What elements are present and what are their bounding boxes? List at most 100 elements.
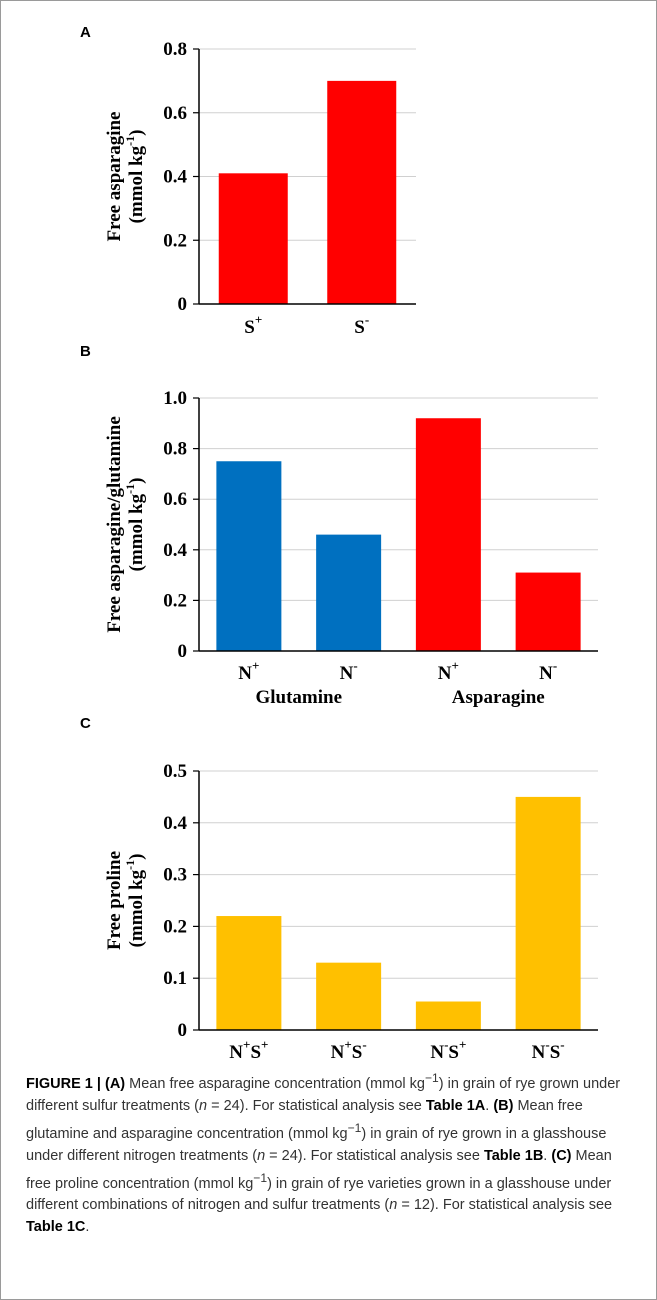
bar xyxy=(316,534,382,651)
x-category-label: S+ xyxy=(244,312,262,338)
category-text: N xyxy=(331,1042,345,1063)
y-axis-label-line1: Free proline xyxy=(104,851,125,950)
y-axis-unit: (mmol kg xyxy=(126,145,147,223)
caption-end: . xyxy=(85,1219,90,1236)
chart-c: 00.10.20.30.40.5N+S+ N+S- N-S+ N-S-Free pro… xyxy=(104,761,598,1063)
caption-b-dot: . xyxy=(543,1147,552,1164)
x-category-label: N-S+ xyxy=(430,1037,466,1063)
category-sup: - xyxy=(560,1037,564,1052)
bar xyxy=(218,173,288,304)
y-tick-label: 0.2 xyxy=(163,230,187,251)
category-sup: + xyxy=(255,312,262,327)
y-axis-label: Free asparagine/glutamine (mmol kg-1) xyxy=(104,416,147,633)
category-text: N xyxy=(229,1042,243,1063)
y-axis-unit-sup: -1 xyxy=(123,860,137,870)
y-axis-unit-close: ) xyxy=(126,478,147,484)
category-sup: - xyxy=(545,1037,549,1052)
y-axis-label-line2: (mmol kg-1) xyxy=(123,130,147,224)
y-tick-label: 0.8 xyxy=(163,39,187,60)
caption-a-dot: . xyxy=(485,1097,494,1114)
y-axis-unit-sup: -1 xyxy=(123,136,137,146)
panel-letter-b: B xyxy=(80,343,91,360)
caption-a-text2: ) in grain of rye grown under different … xyxy=(26,1075,621,1114)
caption-b-n: n xyxy=(257,1147,266,1164)
caption-c-n-text: = 12). For statistical analysis see xyxy=(397,1197,613,1214)
y-tick-label: 0 xyxy=(178,1020,188,1041)
y-axis-unit: (mmol kg xyxy=(126,869,147,947)
category-text: N xyxy=(340,663,354,684)
category-sup: - xyxy=(353,658,357,673)
category-text: N xyxy=(430,1042,444,1063)
y-axis-unit-sup: -1 xyxy=(123,484,137,494)
category-sup: - xyxy=(553,658,557,673)
category-text: N xyxy=(532,1042,546,1063)
caption-a-n: n xyxy=(199,1097,208,1114)
category-text: N xyxy=(238,663,252,684)
y-tick-label: 0 xyxy=(178,641,188,662)
category-sup: + xyxy=(261,1037,268,1052)
x-category-label: N-S- xyxy=(532,1037,565,1063)
category-sup: + xyxy=(452,658,459,673)
y-tick-label: 0.2 xyxy=(163,916,187,937)
caption-c-sup: −1 xyxy=(253,1170,268,1185)
category-text: S xyxy=(354,317,365,338)
y-tick-label: 0.3 xyxy=(163,865,187,886)
y-axis-unit: (mmol kg xyxy=(126,493,147,571)
y-tick-label: 0.6 xyxy=(163,489,187,510)
category-text: S xyxy=(352,1042,363,1063)
y-tick-label: 0.6 xyxy=(163,103,187,124)
category-sup: - xyxy=(362,1037,366,1052)
x-group-label: Glutamine xyxy=(255,687,342,708)
caption-a-text1: Mean free asparagine concentration (mmol… xyxy=(125,1075,425,1092)
category-sup: + xyxy=(344,1037,351,1052)
x-category-label: N+S+ xyxy=(229,1037,268,1063)
chart-a: 00.20.40.60.8S+ S-Free asparagine (mmol kg… xyxy=(104,39,416,338)
y-axis-label-line1: Free asparagine/glutamine xyxy=(104,416,125,633)
category-text: S xyxy=(448,1042,459,1063)
panel-letter-a: A xyxy=(80,24,91,41)
caption-b-table-link[interactable]: Table 1B xyxy=(483,1147,544,1164)
category-text: N xyxy=(438,663,452,684)
x-category-label: N+ xyxy=(438,658,459,684)
bar xyxy=(415,418,481,651)
y-tick-label: 0.2 xyxy=(163,590,187,611)
x-category-label: N+ xyxy=(238,658,259,684)
y-tick-label: 0.5 xyxy=(163,761,187,782)
caption-c-text2: ) in grain of rye varieties grown in a g… xyxy=(26,1175,612,1214)
bar xyxy=(316,962,382,1030)
category-sup: - xyxy=(444,1037,448,1052)
x-category-label: S- xyxy=(354,312,369,338)
caption-c-table-link[interactable]: Table 1C xyxy=(26,1219,86,1236)
caption-a-label: (A) xyxy=(105,1075,126,1092)
y-axis-unit-close: ) xyxy=(126,130,147,136)
caption-a-table-link[interactable]: Table 1A xyxy=(425,1097,486,1114)
category-text: S xyxy=(250,1042,261,1063)
caption-figure-label: FIGURE 1 | xyxy=(26,1075,101,1092)
caption-b-n-text: = 24). For statistical analysis see xyxy=(265,1147,484,1164)
category-sup: + xyxy=(459,1037,466,1052)
y-tick-label: 0.4 xyxy=(163,540,187,561)
x-category-label: N- xyxy=(539,658,557,684)
caption-b-text1: Mean free glutamine and asparagine conce… xyxy=(26,1097,583,1142)
y-axis-label: Free proline (mmol kg-1) xyxy=(104,851,147,950)
panel-letter-c: C xyxy=(80,715,91,732)
bar xyxy=(515,796,581,1030)
bar xyxy=(216,461,282,651)
bar xyxy=(327,80,397,304)
y-tick-label: 1.0 xyxy=(163,388,187,409)
caption-b-sup: −1 xyxy=(347,1120,362,1135)
y-axis-unit-close: ) xyxy=(126,854,147,860)
chart-b: 00.20.40.60.81.0N+ N- N+ N-Glutamine Asparag… xyxy=(104,388,598,708)
bar xyxy=(415,1001,481,1030)
category-text: S xyxy=(550,1042,561,1063)
x-group-label: Asparagine xyxy=(452,687,545,708)
caption-a-sup: −1 xyxy=(424,1071,439,1085)
y-tick-label: 0.4 xyxy=(163,813,187,834)
category-sup: - xyxy=(365,312,369,327)
y-tick-label: 0 xyxy=(178,294,188,315)
y-axis-label-line2: (mmol kg-1) xyxy=(123,478,147,572)
caption-c-label: (C) xyxy=(551,1147,572,1164)
category-text: N xyxy=(539,663,553,684)
caption-b-label: (B) xyxy=(493,1097,514,1114)
caption-c-text1: Mean free proline concentration (mmol kg xyxy=(26,1147,612,1192)
